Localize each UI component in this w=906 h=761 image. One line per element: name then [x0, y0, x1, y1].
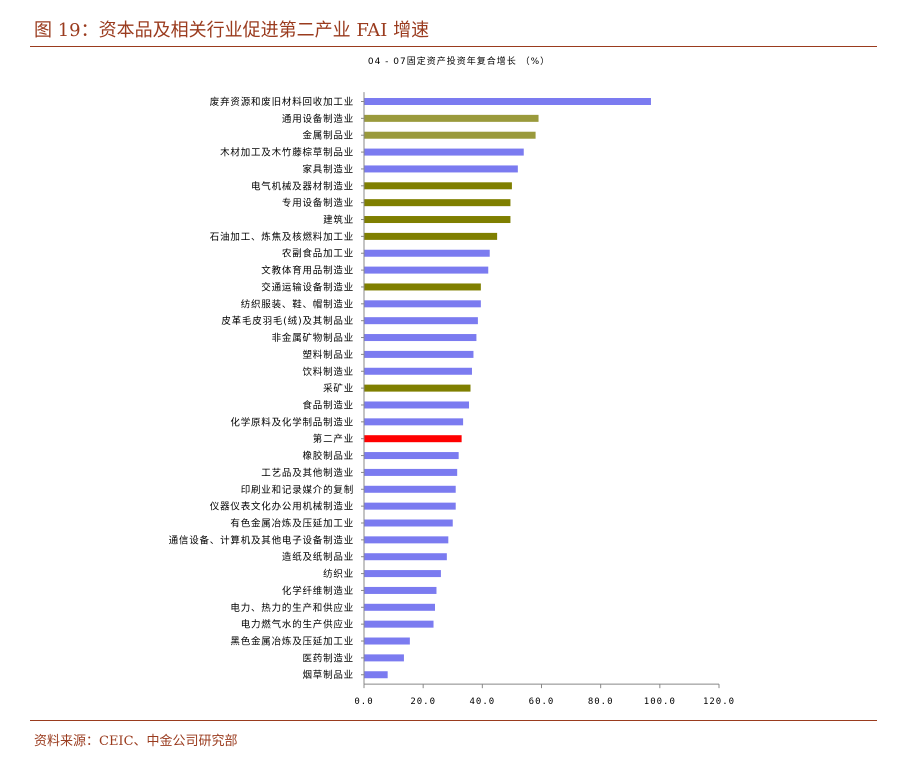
- bar: [364, 350, 474, 358]
- bar: [364, 502, 456, 510]
- category-label: 电力、热力的生产和供应业: [230, 602, 354, 614]
- bar: [364, 334, 477, 342]
- category-label: 黑色金属冶炼及压延加工业: [230, 636, 354, 648]
- category-label: 工艺品及其他制造业: [261, 467, 354, 479]
- x-tick-label: 20.0: [410, 697, 436, 707]
- bar: [364, 435, 462, 443]
- category-label: 化学原料及化学制品制造业: [230, 416, 354, 428]
- bar: [364, 418, 464, 426]
- category-label: 有色金属冶炼及压延加工业: [230, 518, 354, 530]
- bar: [364, 401, 470, 409]
- bar: [364, 603, 435, 611]
- category-label: 食品制造业: [302, 399, 354, 411]
- bar-chart: 04 - 07固定资产投资年复合增长 （%） 废弃资源和废旧材料回收加工业通用设…: [169, 55, 735, 707]
- bar: [364, 131, 536, 139]
- bar: [364, 232, 498, 240]
- category-label: 塑料制品业: [302, 349, 354, 361]
- category-label: 通信设备、计算机及其他电子设备制造业: [169, 534, 354, 546]
- category-label: 石油加工、炼焦及核燃料加工业: [210, 231, 354, 243]
- bar: [364, 114, 539, 122]
- bottom-divider: [30, 720, 877, 721]
- bar: [364, 249, 490, 257]
- bars-group: [364, 98, 651, 679]
- category-label: 化学纤维制造业: [282, 585, 354, 597]
- bar: [364, 300, 481, 308]
- category-label: 文教体育用品制造业: [261, 265, 354, 277]
- category-label: 第二产业: [313, 433, 354, 445]
- category-label: 电气机械及器材制造业: [251, 180, 354, 192]
- category-label: 纺织业: [323, 568, 354, 580]
- bar: [364, 536, 449, 544]
- category-label: 非金属矿物制品业: [272, 332, 354, 344]
- bar: [364, 182, 512, 190]
- bar: [364, 266, 489, 274]
- x-tick-label: 120.0: [703, 697, 735, 707]
- category-label: 金属制品业: [302, 130, 354, 142]
- bar: [364, 148, 524, 156]
- x-tick-label: 80.0: [588, 697, 614, 707]
- bar: [364, 519, 453, 527]
- category-label: 采矿业: [323, 383, 354, 395]
- category-label: 造纸及纸制品业: [282, 551, 354, 563]
- bar: [364, 317, 478, 325]
- bar: [364, 671, 388, 679]
- bar: [364, 654, 404, 662]
- chart-title: 04 - 07固定资产投资年复合增长 （%）: [368, 55, 550, 67]
- category-label: 建筑业: [323, 214, 354, 226]
- x-tick-label: 60.0: [529, 697, 555, 707]
- category-label: 纺织服装、鞋、帽制造业: [241, 298, 354, 310]
- category-label: 皮革毛皮羽毛(绒)及其制品业: [221, 315, 354, 327]
- category-label: 橡胶制品业: [302, 450, 354, 462]
- category-label: 烟草制品业: [302, 669, 354, 681]
- category-label: 农副食品加工业: [282, 248, 354, 260]
- bar: [364, 367, 472, 375]
- category-label: 通用设备制造业: [282, 113, 354, 125]
- category-label: 印刷业和记录媒介的复制: [241, 484, 354, 496]
- bar: [364, 452, 459, 460]
- bar: [364, 216, 511, 224]
- bar: [364, 553, 447, 561]
- bar: [364, 283, 481, 291]
- category-label: 专用设备制造业: [282, 197, 354, 209]
- bar: [364, 620, 434, 628]
- bar: [364, 570, 441, 578]
- category-label: 木材加工及木竹藤棕草制品业: [220, 147, 354, 159]
- top-divider: [30, 46, 877, 47]
- bar: [364, 485, 456, 493]
- x-tick-label: 100.0: [644, 697, 676, 707]
- category-label: 交通运输设备制造业: [261, 281, 354, 293]
- category-labels: 废弃资源和废旧材料回收加工业通用设备制造业金属制品业木材加工及木竹藤棕草制品业家…: [169, 96, 354, 681]
- bar: [364, 199, 511, 207]
- category-label: 废弃资源和废旧材料回收加工业: [210, 96, 354, 108]
- bar: [364, 586, 437, 594]
- category-label: 仪器仪表文化办公用机械制造业: [210, 501, 354, 513]
- figure-title: 图 19：资本品及相关行业促进第二产业 FAI 增速: [34, 20, 430, 41]
- source-note: 资料来源：CEIC、中金公司研究部: [34, 734, 238, 749]
- category-label: 电力燃气水的生产供应业: [241, 619, 354, 631]
- category-label: 饮料制造业: [302, 366, 354, 378]
- x-tick-label: 0.0: [354, 697, 373, 707]
- category-label: 医药制造业: [302, 652, 354, 664]
- x-tick-label: 40.0: [469, 697, 495, 707]
- axes-group: 0.0 20.0 40.0 60.0 80.0 100.0 120.0: [354, 92, 735, 707]
- bar: [364, 468, 458, 476]
- bar: [364, 98, 651, 105]
- category-label: 家具制造业: [302, 163, 354, 175]
- bar: [364, 637, 410, 645]
- bar: [364, 384, 471, 392]
- bar: [364, 165, 518, 173]
